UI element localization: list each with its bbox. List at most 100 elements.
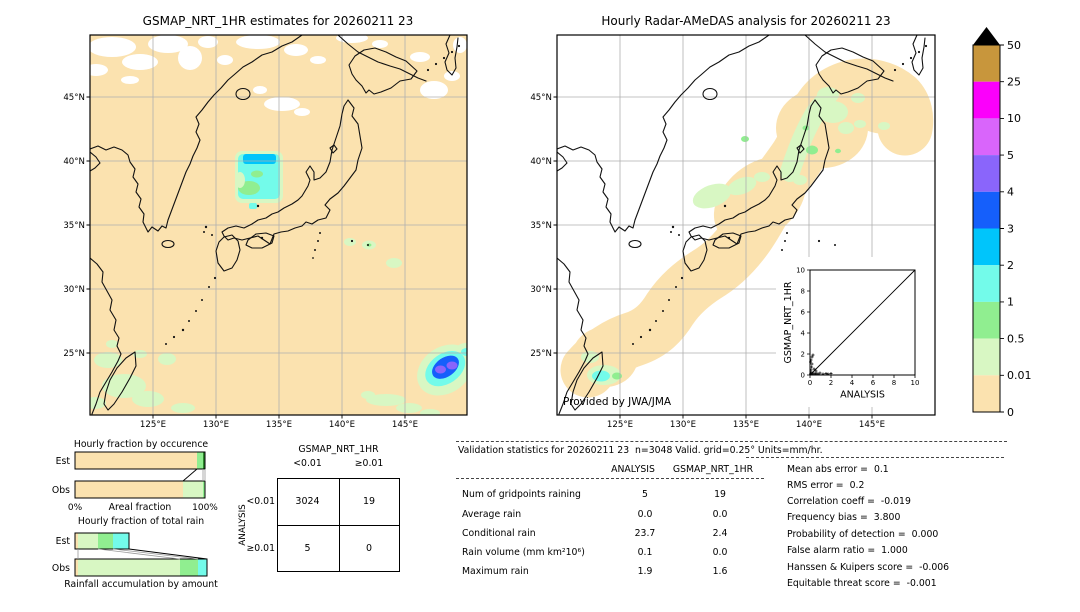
metric-frequency-bias: Frequency bias = 3.800 xyxy=(787,512,901,523)
inset-xtick: 6 xyxy=(871,379,876,387)
colorbar-tick: 5 xyxy=(1007,149,1014,162)
inset-xtick: 8 xyxy=(892,379,896,387)
left-lat-tick: 40°N xyxy=(63,157,85,167)
left-lon-tick: 145°E xyxy=(392,420,418,430)
one-to-one-line xyxy=(809,269,916,376)
contingency-col-label: ≥0.01 xyxy=(354,458,384,469)
colorbar-tick: 4 xyxy=(1007,186,1014,199)
stats-title: Validation statistics for 20260211 23 n=… xyxy=(458,445,823,456)
left-lat-tick: 35°N xyxy=(63,221,85,231)
left-lon-tick: 135°E xyxy=(266,420,292,430)
inset-xlabel: ANALYSIS xyxy=(840,390,885,401)
stats-divider-top xyxy=(456,441,1007,442)
occurrence-row-label: Est xyxy=(56,456,71,467)
colorbar-tick: 0.5 xyxy=(1007,332,1025,345)
stats-divider-header xyxy=(456,478,764,479)
occurrence-title: Hourly fraction by occurence xyxy=(74,439,209,450)
right-lat-tick: 35°N xyxy=(530,221,552,231)
colorbar-tick: 0.01 xyxy=(1007,369,1032,382)
stats-row-analysis: 0.0 xyxy=(637,509,653,520)
contingency-col-label: <0.01 xyxy=(293,458,322,469)
colorbar-tick: 3 xyxy=(1007,222,1014,235)
colorbar-tick: 25 xyxy=(1007,76,1021,89)
colorbar: 50 25 10 5 4 3 2 1 0.5 0.01 0 xyxy=(972,27,1032,419)
inset-ytick: 4 xyxy=(801,330,806,338)
contingency-cell: 5 xyxy=(304,543,311,554)
stats-col-gsmap: GSMAP_NRT_1HR xyxy=(672,464,754,475)
colorbar-tick: 1 xyxy=(1007,296,1014,309)
inset-xtick: 2 xyxy=(829,379,833,387)
metric-rms-error: RMS error = 0.2 xyxy=(787,480,865,491)
right-lon-tick: 135°E xyxy=(733,420,759,430)
stats-row-gsmap: 0.0 xyxy=(712,547,728,558)
stats-row-gsmap: 2.4 xyxy=(712,528,728,539)
occurrence-row-label: Obs xyxy=(52,485,70,496)
contingency-divider-horizontal xyxy=(278,525,399,526)
metric-correlation: Correlation coeff = -0.019 xyxy=(787,496,911,507)
metric-mean-abs-error: Mean abs error = 0.1 xyxy=(787,464,889,475)
right-lat-tick: 40°N xyxy=(530,157,552,167)
inset-scatter-points xyxy=(809,353,833,376)
inset-ylabel: GSMAP_NRT_1HR xyxy=(783,281,794,363)
stats-row-analysis: 1.9 xyxy=(637,566,653,577)
total-rain-row-label: Est xyxy=(56,536,71,547)
inset-ytick: 10 xyxy=(796,267,805,275)
contingency-cell: 0 xyxy=(365,543,373,554)
right-map-rain-field: 0 2 4 6 8 10 0 2 4 6 8 10 ANALYSIS GSMAP… xyxy=(557,35,935,415)
stats-row-gsmap: 1.6 xyxy=(712,566,728,577)
right-map-title: Hourly Radar-AMeDAS analysis for 2026021… xyxy=(601,14,890,28)
stats-row-label: Average rain xyxy=(462,509,522,520)
right-lon-tick: 140°E xyxy=(796,420,822,430)
left-map-gridlines xyxy=(90,35,467,415)
rain-cell-sea-of-japan xyxy=(235,151,283,203)
stats-col-analysis: ANALYSIS xyxy=(611,464,655,475)
left-lat-tick: 25°N xyxy=(63,349,85,359)
left-map-tickmarks xyxy=(86,96,406,419)
occurrence-x-min: 0% xyxy=(68,503,83,513)
stats-row-analysis: 23.7 xyxy=(634,528,656,539)
stats-divider-metrics xyxy=(746,457,1004,458)
right-lon-tick: 145°E xyxy=(859,420,885,430)
metric-far: False alarm ratio = 1.000 xyxy=(787,545,908,556)
left-lat-tick: 30°N xyxy=(63,285,85,295)
rain-light-southwest xyxy=(90,340,195,413)
occurrence-x-max: 100% xyxy=(192,503,218,513)
inset-xtick: 4 xyxy=(850,379,855,387)
total-rain-panel: Hourly fraction of total rain Est Obs Ra… xyxy=(52,516,218,590)
stats-row-label: Maximum rain xyxy=(462,566,529,577)
occurrence-obs-bar xyxy=(74,480,206,499)
rain-cell-intense-southeast xyxy=(361,343,467,415)
missing-data-patches xyxy=(90,35,467,116)
total-rain-row-label: Obs xyxy=(52,563,70,574)
colorbar-tick: 50 xyxy=(1007,39,1021,52)
contingency-cell: 19 xyxy=(362,496,376,507)
occurrence-est-bar xyxy=(74,451,206,470)
right-lon-tick: 125°E xyxy=(607,420,633,430)
total-rain-x-label: Rainfall accumulation by amount xyxy=(64,579,218,590)
right-map-gridlines xyxy=(557,35,935,415)
colorbar-tick: 10 xyxy=(1007,112,1021,125)
stats-row-analysis: 5 xyxy=(642,489,648,500)
left-map-title: GSMAP_NRT_1HR estimates for 20260211 23 xyxy=(143,14,414,28)
total-rain-est-bar xyxy=(74,532,130,550)
stats-row-analysis: 0.1 xyxy=(637,547,653,558)
left-lon-tick: 140°E xyxy=(329,420,355,430)
colorbar-tick: 2 xyxy=(1007,259,1014,272)
stats-row-label: Num of gridpoints raining xyxy=(462,489,581,500)
colorbar-over-arrow xyxy=(973,27,1000,45)
left-lon-tick: 125°E xyxy=(140,420,166,430)
contingency-cell: 3024 xyxy=(295,496,320,507)
occurrence-x-label: Areal fraction xyxy=(109,502,172,513)
stats-row-label: Conditional rain xyxy=(462,528,536,539)
colorbar-tick: 0 xyxy=(1007,406,1014,419)
inset-xtick: 10 xyxy=(911,379,920,387)
left-lat-tick: 45°N xyxy=(63,93,85,103)
credit-label: Provided by JWA/JMA xyxy=(563,396,672,408)
metric-hanssen-kuipers: Hanssen & Kuipers score = -0.006 xyxy=(787,562,950,573)
right-map: 0 2 4 6 8 10 0 2 4 6 8 10 ANALYSIS GSMAP… xyxy=(530,14,936,430)
total-rain-title: Hourly fraction of total rain xyxy=(78,516,204,527)
left-map: 45°N 40°N 35°N 30°N 25°N 125°E 130°E 135… xyxy=(63,14,468,430)
inset-ytick: 8 xyxy=(801,288,805,296)
